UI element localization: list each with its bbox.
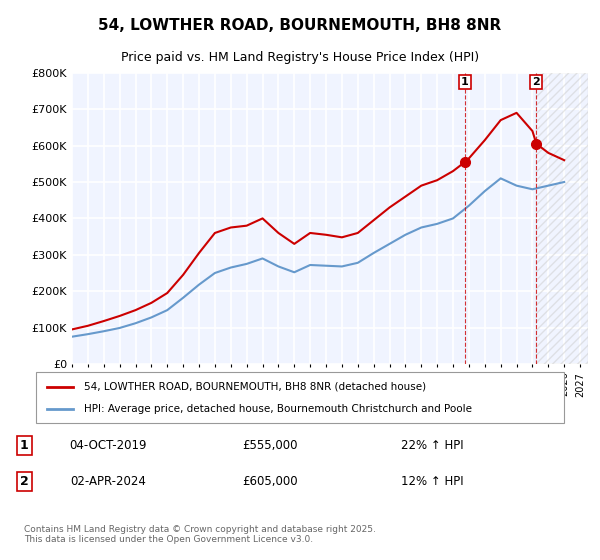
Text: 2: 2 [533, 77, 540, 87]
Text: 54, LOWTHER ROAD, BOURNEMOUTH, BH8 8NR: 54, LOWTHER ROAD, BOURNEMOUTH, BH8 8NR [98, 18, 502, 33]
Text: 54, LOWTHER ROAD, BOURNEMOUTH, BH8 8NR (detached house): 54, LOWTHER ROAD, BOURNEMOUTH, BH8 8NR (… [83, 381, 425, 391]
Text: 1: 1 [20, 439, 28, 452]
Text: 02-APR-2024: 02-APR-2024 [70, 475, 146, 488]
Text: £605,000: £605,000 [242, 475, 298, 488]
FancyBboxPatch shape [36, 372, 564, 423]
Text: Price paid vs. HM Land Registry's House Price Index (HPI): Price paid vs. HM Land Registry's House … [121, 51, 479, 64]
Text: HPI: Average price, detached house, Bournemouth Christchurch and Poole: HPI: Average price, detached house, Bour… [83, 404, 472, 414]
Text: £555,000: £555,000 [242, 439, 298, 452]
Text: 12% ↑ HPI: 12% ↑ HPI [401, 475, 463, 488]
Text: 04-OCT-2019: 04-OCT-2019 [69, 439, 147, 452]
Text: 2: 2 [20, 475, 28, 488]
Text: 1: 1 [461, 77, 469, 87]
Text: 22% ↑ HPI: 22% ↑ HPI [401, 439, 463, 452]
Text: Contains HM Land Registry data © Crown copyright and database right 2025.
This d: Contains HM Land Registry data © Crown c… [24, 525, 376, 544]
